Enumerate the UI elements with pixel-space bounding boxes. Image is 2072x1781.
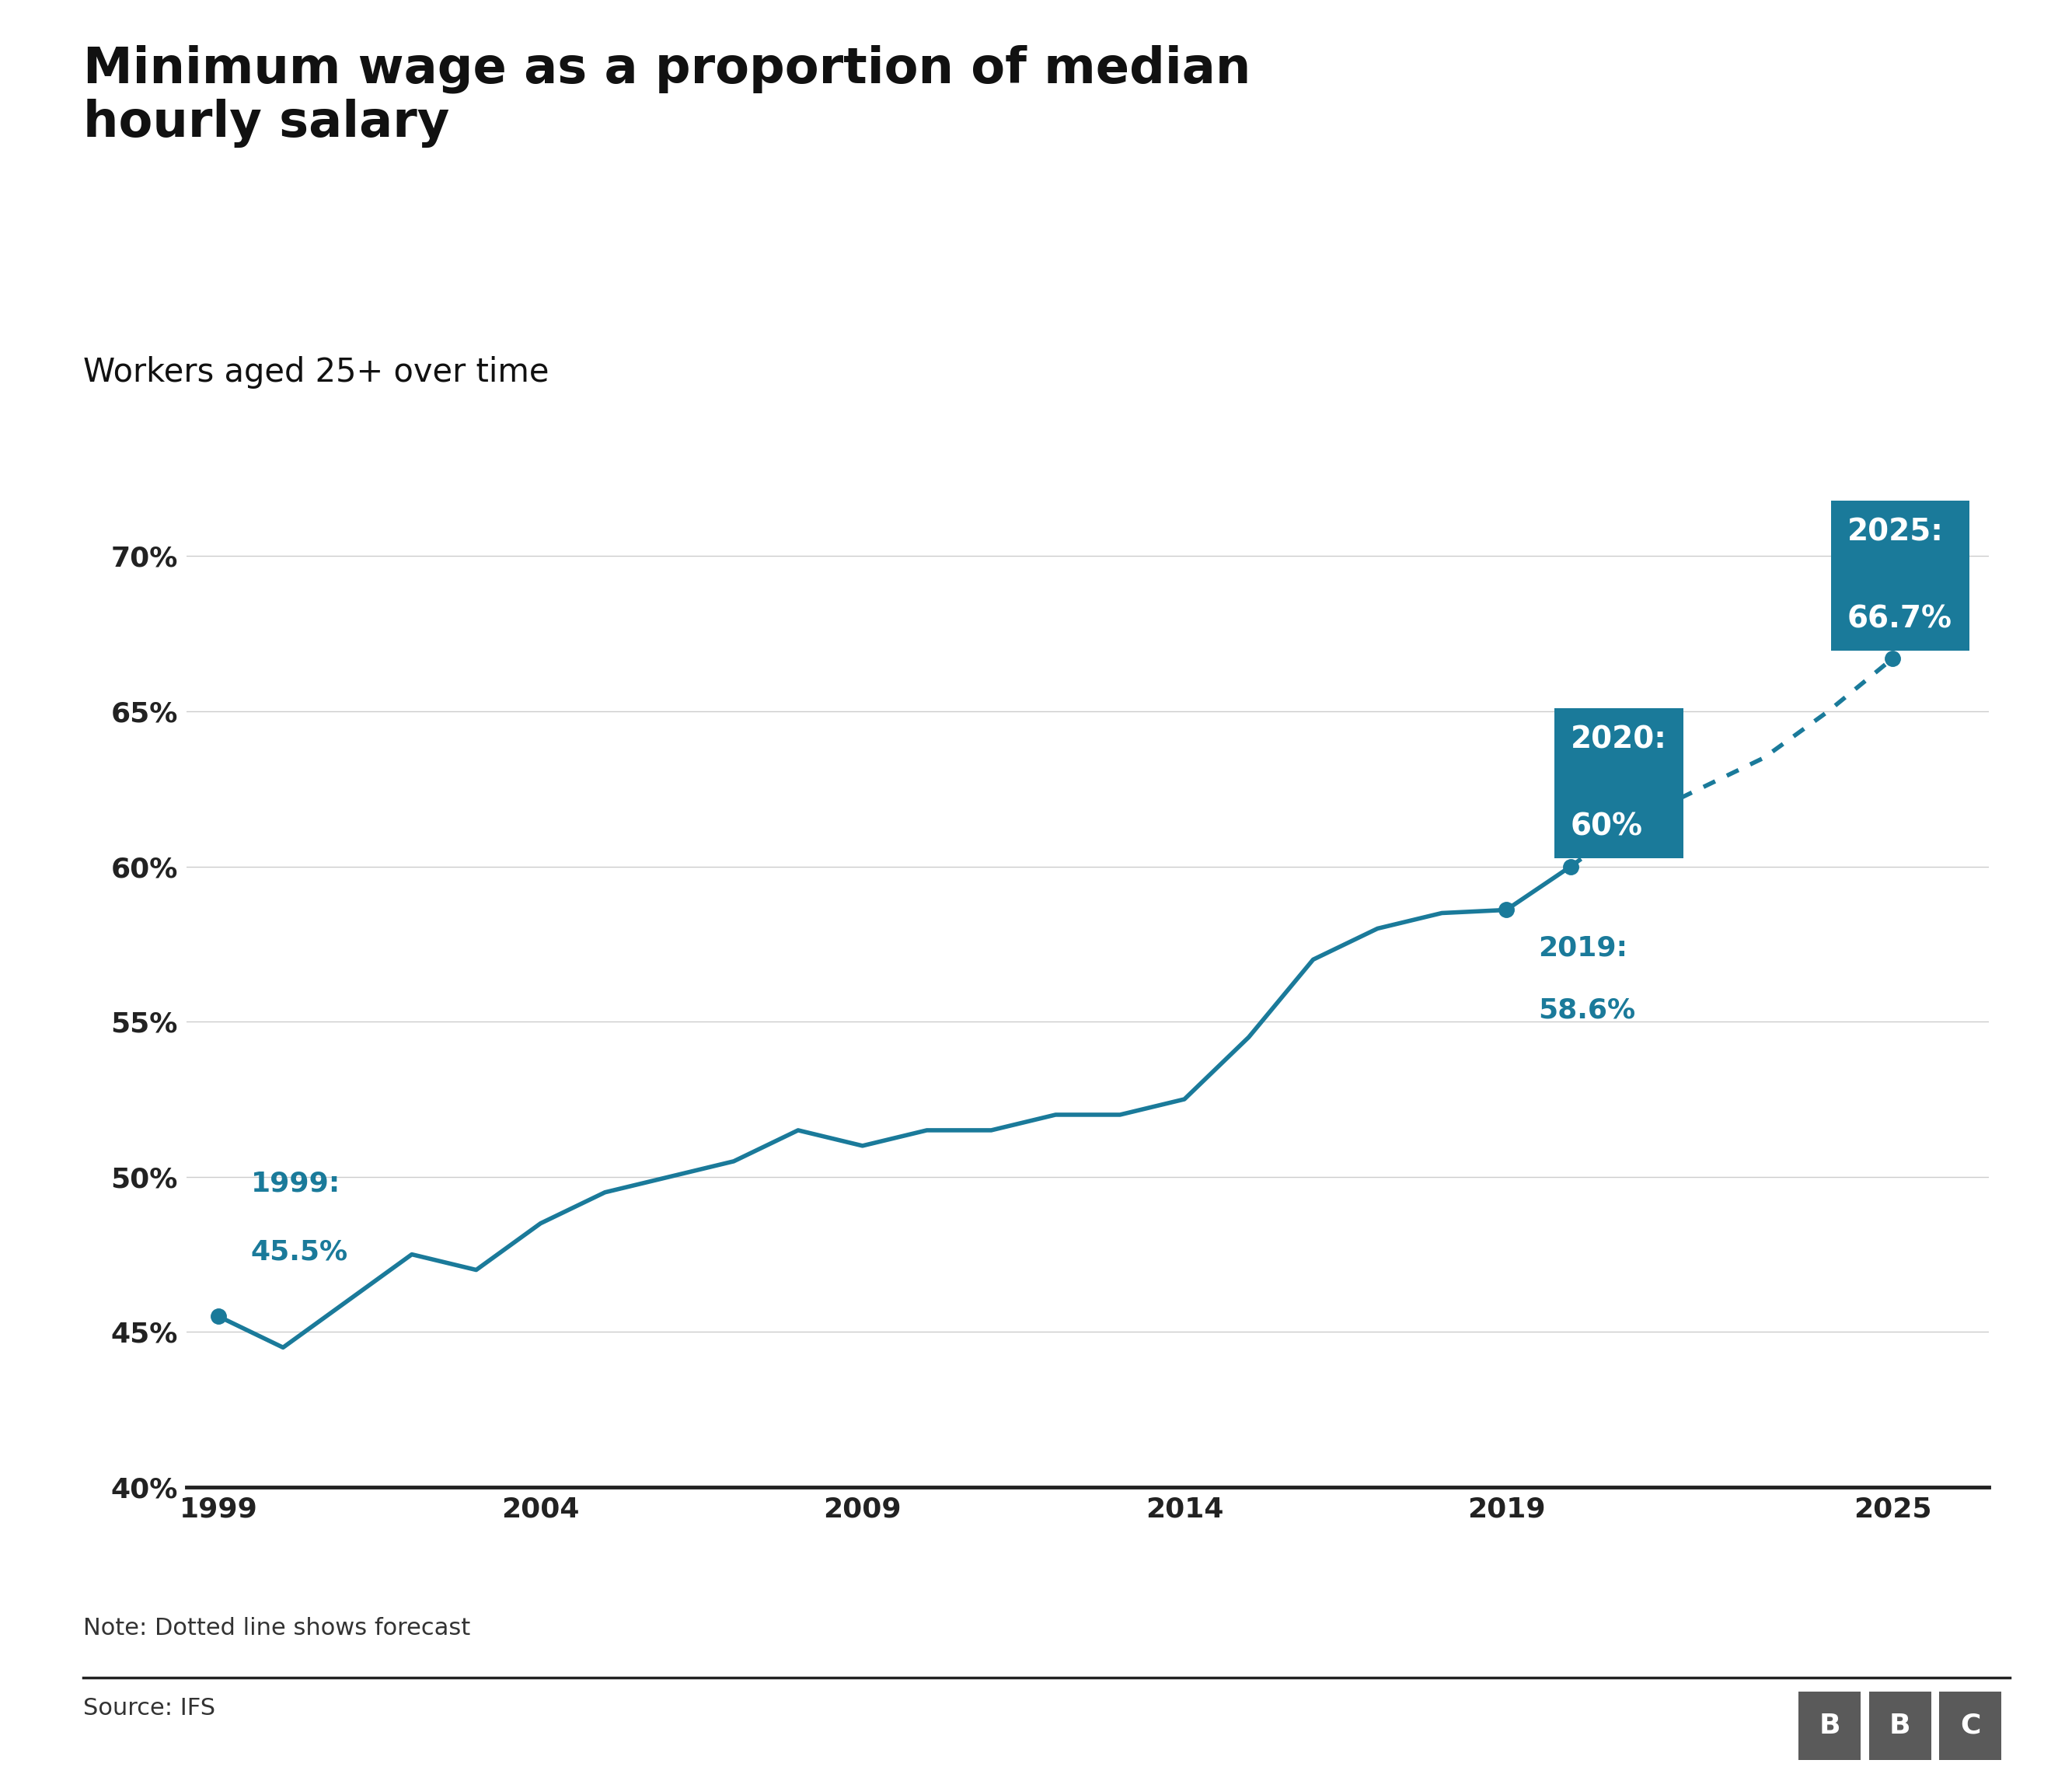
Text: 1999:: 1999: bbox=[251, 1170, 340, 1197]
Text: 2020:

60%: 2020: 60% bbox=[1571, 725, 1668, 842]
Text: 45.5%: 45.5% bbox=[251, 1240, 348, 1265]
Text: 58.6%: 58.6% bbox=[1539, 997, 1635, 1024]
Text: Note: Dotted line shows forecast: Note: Dotted line shows forecast bbox=[83, 1617, 470, 1640]
Text: Minimum wage as a proportion of median
hourly salary: Minimum wage as a proportion of median h… bbox=[83, 45, 1251, 148]
Text: Workers aged 25+ over time: Workers aged 25+ over time bbox=[83, 356, 549, 388]
Text: C: C bbox=[1960, 1713, 1981, 1738]
Text: B: B bbox=[1819, 1713, 1840, 1738]
Text: 2025:

66.7%: 2025: 66.7% bbox=[1848, 516, 1952, 634]
Text: B: B bbox=[1890, 1713, 1910, 1738]
Text: 2019:: 2019: bbox=[1539, 935, 1629, 962]
Text: Source: IFS: Source: IFS bbox=[83, 1697, 215, 1720]
